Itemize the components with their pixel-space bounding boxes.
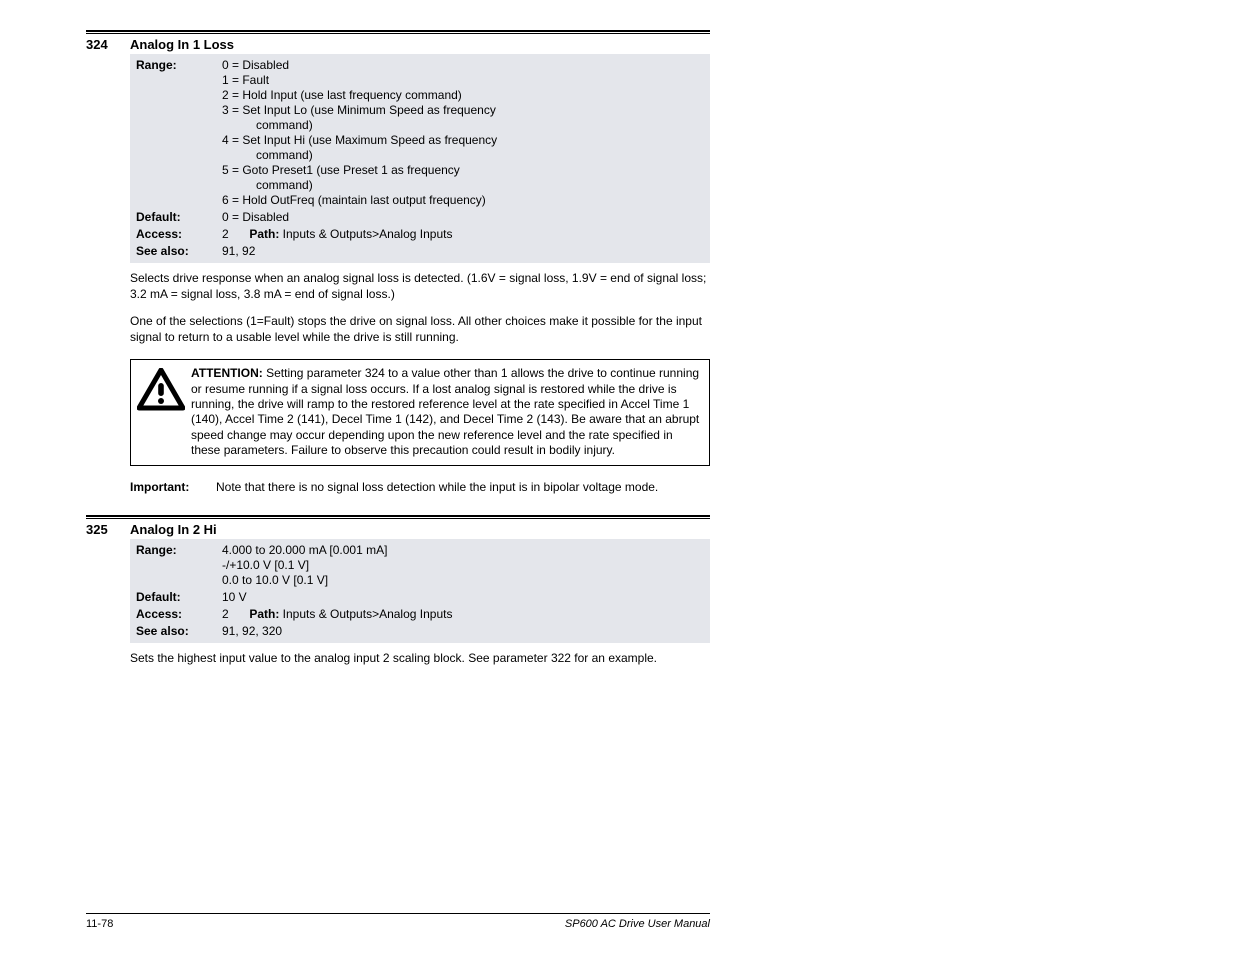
access-number-325: 2: [222, 607, 246, 622]
param-325-number: 325: [86, 522, 130, 537]
desc-324-2: One of the selections (1=Fault) stops th…: [130, 314, 710, 345]
attention-box: ATTENTION: Setting parameter 324 to a va…: [130, 359, 710, 465]
range-325-l3: 0.0 to 10.0 V [0.1 V]: [222, 573, 704, 588]
val-seealso-325: 91, 92, 320: [222, 624, 704, 639]
path-value-325: Inputs & Outputs>Analog Inputs: [279, 607, 452, 621]
important-label: Important:: [130, 480, 216, 496]
label-access: Access:: [136, 227, 222, 242]
footer-doc-title: SP600 AC Drive User Manual: [565, 918, 710, 930]
val-default-325: 10 V: [222, 590, 704, 605]
divider-324-top: [86, 30, 710, 32]
param-324-title: Analog In 1 Loss: [130, 37, 234, 52]
path-label: Path:: [249, 227, 279, 241]
range-opt-2: 2 = Hold Input (use last frequency comma…: [222, 88, 704, 103]
manual-page: 324 Analog In 1 Loss Range: 0 = Disabled…: [0, 0, 1235, 954]
divider-325-top: [86, 515, 710, 517]
range-325-l2: -/+10.0 V [0.1 V]: [222, 558, 704, 573]
val-range-325: 4.000 to 20.000 mA [0.001 mA] -/+10.0 V …: [222, 543, 704, 588]
param-325-content: Range: 4.000 to 20.000 mA [0.001 mA] -/+…: [130, 539, 710, 667]
desc-325: Sets the highest input value to the anal…: [130, 651, 710, 667]
label-range: Range:: [136, 58, 222, 73]
path-label-325: Path:: [249, 607, 279, 621]
param-325-title: Analog In 2 Hi: [130, 522, 217, 537]
label-range-325: Range:: [136, 543, 222, 558]
range-325-l1: 4.000 to 20.000 mA [0.001 mA]: [222, 543, 704, 558]
param-324-number: 324: [86, 37, 130, 52]
footer-page-num: 11-78: [86, 918, 113, 930]
range-opt-0: 0 = Disabled: [222, 58, 704, 73]
param-325-header: 325 Analog In 2 Hi: [86, 522, 710, 537]
important-body: Note that there is no signal loss detect…: [216, 480, 658, 496]
val-access: 2 Path: Inputs & Outputs>Analog Inputs: [222, 227, 704, 242]
val-seealso: 91, 92: [222, 244, 704, 259]
param-325-defblock: Range: 4.000 to 20.000 mA [0.001 mA] -/+…: [130, 539, 710, 643]
desc-324-1: Selects drive response when an analog si…: [130, 271, 710, 302]
access-number: 2: [222, 227, 246, 242]
label-default: Default:: [136, 210, 222, 225]
label-access-325: Access:: [136, 607, 222, 622]
param-324-defblock: Range: 0 = Disabled 1 = Fault 2 = Hold I…: [130, 54, 710, 263]
range-opt-3a: 3 = Set Input Lo (use Minimum Speed as f…: [222, 103, 704, 118]
attention-body: Setting parameter 324 to a value other t…: [191, 366, 699, 457]
label-seealso-325: See also:: [136, 624, 222, 639]
path-value: Inputs & Outputs>Analog Inputs: [279, 227, 452, 241]
row-default: Default: 0 = Disabled: [136, 210, 704, 225]
range-opt-4a: 4 = Set Input Hi (use Maximum Speed as f…: [222, 133, 704, 148]
divider-324-sub: [86, 33, 710, 34]
range-opt-6: 6 = Hold OutFreq (maintain last output f…: [222, 193, 704, 208]
label-default-325: Default:: [136, 590, 222, 605]
page-footer: 11-78 SP600 AC Drive User Manual: [86, 913, 710, 930]
range-opt-5a: 5 = Goto Preset1 (use Preset 1 as freque…: [222, 163, 704, 178]
range-opt-5b: command): [222, 178, 704, 193]
row-range-325: Range: 4.000 to 20.000 mA [0.001 mA] -/+…: [136, 543, 704, 588]
param-324-content: Range: 0 = Disabled 1 = Fault 2 = Hold I…: [130, 54, 710, 495]
row-range: Range: 0 = Disabled 1 = Fault 2 = Hold I…: [136, 58, 704, 208]
warning-icon: [137, 366, 185, 458]
val-range: 0 = Disabled 1 = Fault 2 = Hold Input (u…: [222, 58, 704, 208]
row-default-325: Default: 10 V: [136, 590, 704, 605]
param-324-header: 324 Analog In 1 Loss: [86, 37, 710, 52]
row-access-325: Access: 2 Path: Inputs & Outputs>Analog …: [136, 607, 704, 622]
divider-325-sub: [86, 518, 710, 519]
row-seealso: See also: 91, 92: [136, 244, 704, 259]
val-default: 0 = Disabled: [222, 210, 704, 225]
range-opt-4b: command): [222, 148, 704, 163]
val-access-325: 2 Path: Inputs & Outputs>Analog Inputs: [222, 607, 704, 622]
range-opt-1: 1 = Fault: [222, 73, 704, 88]
attention-label: ATTENTION:: [191, 366, 263, 380]
row-seealso-325: See also: 91, 92, 320: [136, 624, 704, 639]
range-opt-3b: command): [222, 118, 704, 133]
row-access: Access: 2 Path: Inputs & Outputs>Analog …: [136, 227, 704, 242]
attention-text: ATTENTION: Setting parameter 324 to a va…: [185, 366, 701, 458]
important-row: Important: Note that there is no signal …: [130, 480, 710, 496]
label-seealso: See also:: [136, 244, 222, 259]
